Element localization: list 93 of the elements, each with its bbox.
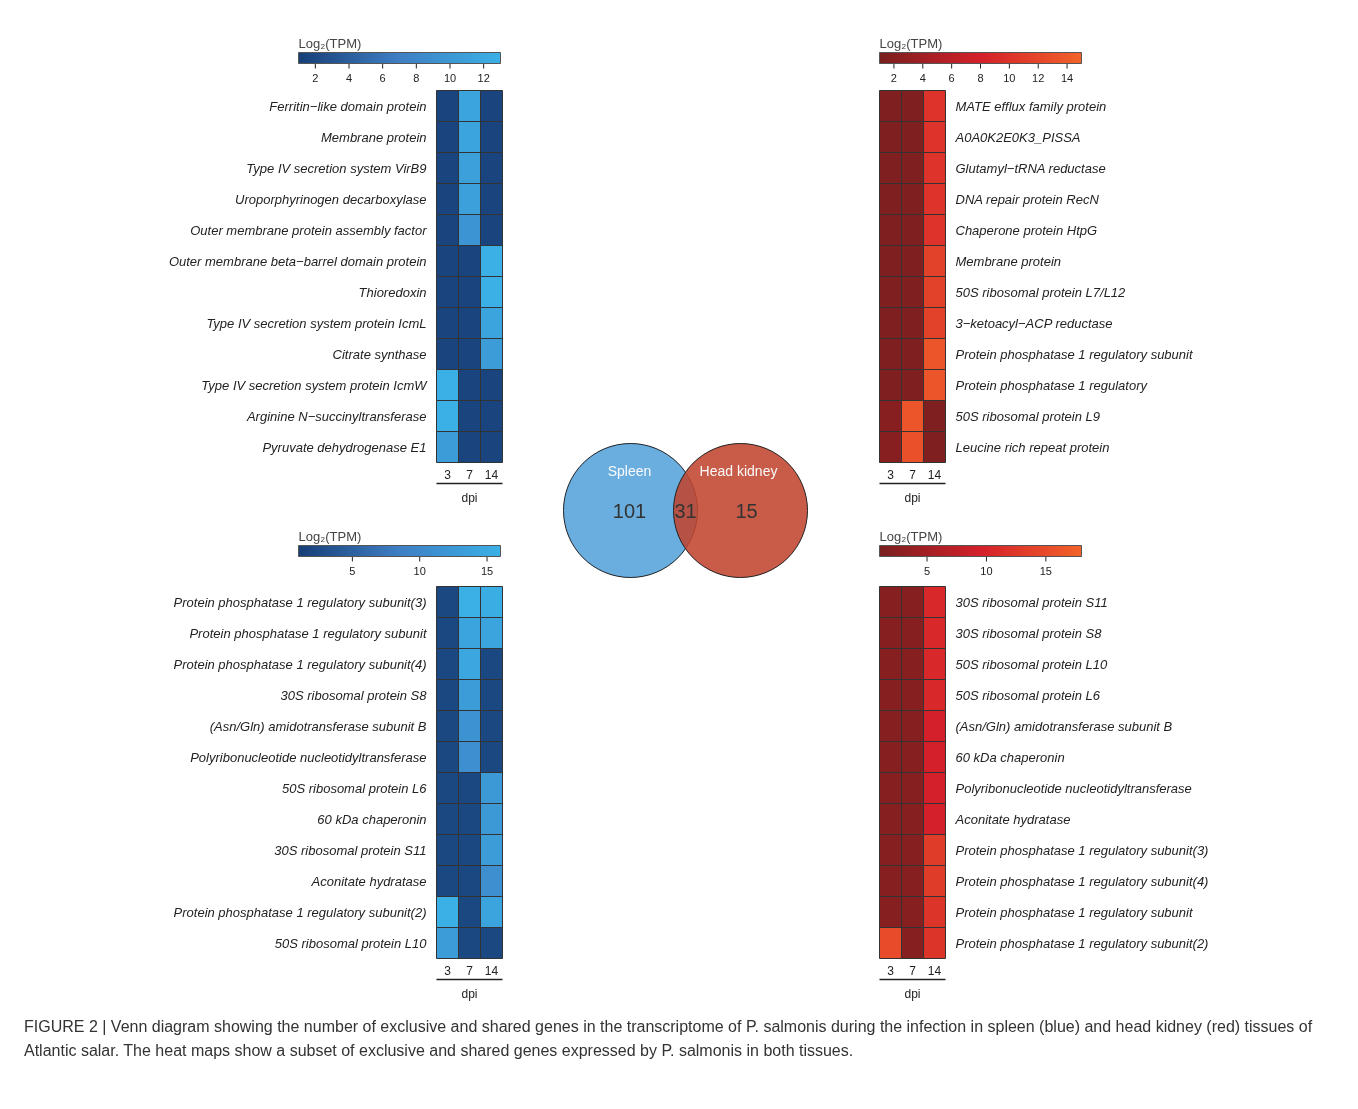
y-tick-label: Protein phosphatase 1 regulatory subunit [955,346,1194,362]
y-tick-label: Protein phosphatase 1 regulatory [955,377,1149,393]
color-bar-label: 12 [1032,71,1045,84]
x-axis-title: dpi [904,986,921,1001]
x-tick-label: 7 [466,468,474,482]
color-bar-title: Log₂(TPM) [298,528,362,544]
y-tick-label: Uroporphyrinogen decarboxylase [235,191,427,207]
y-tick-label: 50S ribosomal protein L6 [955,687,1101,703]
x-tick-label: 14 [484,468,499,482]
y-tick-label: 30S ribosomal protein S11 [955,594,1108,610]
y-tick-label: Aconitate hydratase [954,811,1071,827]
caption: FIGURE 2 | Venn diagram showing the number of exclusive and shared genes in the transcriptome of P. salmonis during the infection in spleen (blue) and head kidney (red) tissues of Atlantic salar. The heat maps show a subset of exclusive and shared genes expressed by P. salmonis in both tissues. [24,1017,1314,1061]
y-tick-label: (Asn/Gln) amidotransferase subunit B [955,718,1173,734]
color-bar-label: 4 [345,71,353,84]
x-tick-label: 7 [909,468,917,482]
y-tick-label: Polyribonucleotide nucleotidyltransferase [955,780,1192,796]
x-tick-label: 3 [444,468,452,482]
x-tick-label: 14 [927,964,942,978]
x-tick-label: 3 [887,964,895,978]
y-tick-label: Type IV secretion system VirB9 [246,160,427,176]
y-tick-label: 50S ribosomal protein L10 [955,656,1109,672]
x-tick-label: 3 [444,964,452,978]
x-tick-label: 14 [927,468,942,482]
color-bar-label: 6 [379,71,386,84]
y-tick-label: A0A0K2E0K3_PISSA [954,129,1081,145]
y-tick-label: Type IV secretion system protein IcmW [201,377,429,393]
color-bar-title: Log₂(TPM) [879,528,943,544]
color-bar-label: 6 [948,71,955,84]
color-bar-label: 5 [923,564,931,577]
y-tick-label: MATE efflux family protein [955,98,1107,114]
y-tick-label: Membrane protein [955,253,1061,269]
color-bar-title: Log₂(TPM) [879,35,943,51]
y-tick-label: DNA repair protein RecN [955,191,1100,207]
color-bar-label: 10 [980,564,993,577]
data-label: 15 [735,499,758,522]
y-tick-label: 50S ribosomal protein L7/L12 [955,284,1127,300]
color-bar-label: 8 [977,71,984,84]
x-tick-label: 14 [484,964,499,978]
y-tick-label: 50S ribosomal protein L10 [274,935,428,951]
y-tick-label: Protein phosphatase 1 regulatory subunit [955,904,1194,920]
category-label: Head kidney [699,462,778,479]
y-tick-label: Outer membrane beta−barrel domain protein [168,253,427,269]
color-bar-label: 8 [413,71,420,84]
x-tick-label: 7 [466,964,474,978]
y-tick-label: Polyribonucleotide nucleotidyltransferase [190,749,427,765]
color-bar-label: 10 [443,71,457,84]
y-tick-label: Protein phosphatase 1 regulatory subunit [189,625,428,641]
y-tick-label: 3−ketoacyl−ACP reductase [955,315,1113,331]
y-tick-label: Thioredoxin [358,284,427,300]
color-bar-label: 2 [312,71,319,84]
y-tick-label: Protein phosphatase 1 regulatory subunit(4) [955,873,1209,889]
y-tick-label: Membrane protein [321,129,427,145]
y-tick-label: 50S ribosomal protein L6 [281,780,428,796]
y-tick-label: 30S ribosomal protein S8 [955,625,1103,641]
y-tick-label: (Asn/Gln) amidotransferase subunit B [209,718,427,734]
y-tick-label: 60 kDa chaperonin [955,749,1065,765]
y-tick-label: 30S ribosomal protein S11 [274,842,427,858]
data-label: 101 [612,499,647,522]
x-axis-title: dpi [461,986,478,1001]
y-tick-label: Glutamyl−tRNA reductase [955,160,1106,176]
y-tick-label: Protein phosphatase 1 regulatory subunit(2) [173,904,427,920]
y-tick-label: 60 kDa chaperonin [317,811,427,827]
y-tick-label: Pyruvate dehydrogenase E1 [262,439,427,455]
color-bar-label: 2 [890,71,897,84]
x-axis-title: dpi [461,490,478,505]
y-tick-label: 30S ribosomal protein S8 [280,687,428,703]
color-bar-label: 15 [1039,564,1052,577]
color-bar-label: 4 [919,71,926,84]
x-tick-label: 3 [887,468,895,482]
color-bar-label: 10 [1003,71,1016,84]
y-tick-label: Outer membrane protein assembly factor [190,222,428,238]
color-bar-label: 12 [477,71,490,84]
y-tick-label: Protein phosphatase 1 regulatory subunit(3) [173,594,427,610]
y-tick-label: Protein phosphatase 1 regulatory subunit(3) [955,842,1209,858]
y-tick-label: Chaperone protein HtpG [955,222,1098,238]
color-bar-label: 10 [413,564,426,577]
color-bar-title: Log₂(TPM) [298,35,362,51]
x-axis-title: dpi [904,490,921,505]
y-tick-label: Protein phosphatase 1 regulatory subunit(4) [173,656,427,672]
y-tick-label: Citrate synthase [332,346,427,362]
color-bar-label: 14 [1060,71,1074,84]
y-tick-label: Type IV secretion system protein IcmL [206,315,427,331]
x-tick-label: 7 [909,964,917,978]
y-tick-label: Protein phosphatase 1 regulatory subunit(2) [955,935,1209,951]
y-tick-label: Ferritin−like domain protein [269,98,427,114]
y-tick-label: Leucine rich repeat protein [955,439,1110,455]
color-bar-label: 5 [349,564,356,577]
y-tick-label: Arginine N−succinyltransferase [245,408,427,424]
y-tick-label: Aconitate hydratase [310,873,427,889]
category-label: Spleen [607,462,652,479]
color-bar-label: 15 [480,564,494,577]
y-tick-label: 50S ribosomal protein L9 [955,408,1101,424]
data-label: 31 [674,499,697,522]
